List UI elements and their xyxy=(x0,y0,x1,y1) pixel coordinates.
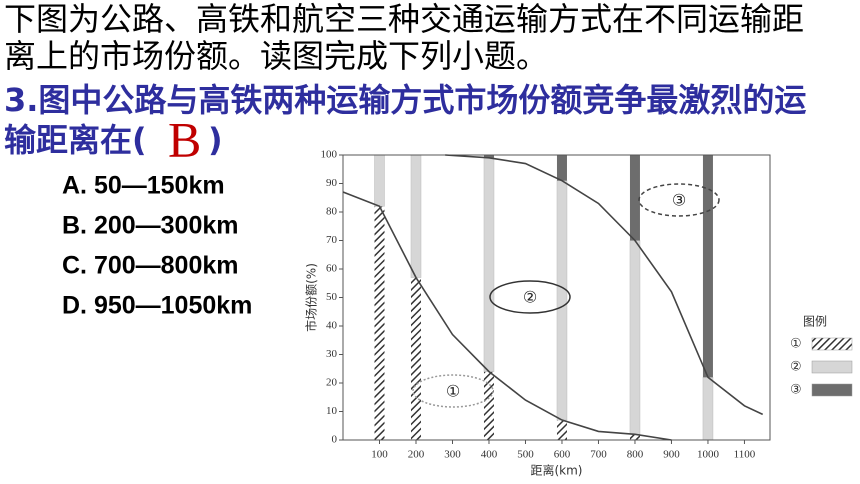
intro-line: 离上的市场份额。读图完成下列小题。 xyxy=(4,37,548,75)
x-tick-label: 1100 xyxy=(734,449,756,461)
band-rail xyxy=(556,180,568,421)
band-road xyxy=(374,206,385,440)
band-road xyxy=(556,420,567,440)
band-air xyxy=(483,155,494,158)
band-rail xyxy=(374,154,385,207)
x-axis-label: 距离(km) xyxy=(530,463,582,478)
y-tick-label: 80 xyxy=(326,206,338,218)
curve xyxy=(342,191,672,441)
band-air xyxy=(702,155,713,378)
x-tick-label: 700 xyxy=(590,449,607,461)
legend-label: ② xyxy=(790,360,802,375)
band-air xyxy=(556,155,567,181)
legend-title: 图例 xyxy=(803,315,827,329)
legend-swatch xyxy=(811,383,853,397)
x-tick-label: 200 xyxy=(408,449,425,461)
legend-swatch xyxy=(811,360,853,374)
y-tick-label: 30 xyxy=(326,348,338,360)
x-tick-label: 900 xyxy=(663,449,680,461)
option: C. 700—800km xyxy=(62,252,239,280)
y-tick-label: 40 xyxy=(326,320,338,332)
y-tick-label: 70 xyxy=(326,234,338,246)
band-road xyxy=(410,277,421,440)
region-outline xyxy=(638,183,720,217)
options: A. 50—150km B. 200—300km C. 700—800km D. 95… xyxy=(62,172,252,320)
curve xyxy=(445,154,764,416)
region-outline xyxy=(489,280,571,314)
band-road xyxy=(629,434,640,440)
question: ) xyxy=(208,121,223,159)
band-rail xyxy=(629,240,641,435)
x-tick-label: 1000 xyxy=(697,449,720,461)
chart: 0 10 20 30 40 50 60 70 80 90 100 100 200 300 400 500 600… xyxy=(304,149,853,478)
intro-line: 下图为公路、高铁和航空三种交通运输方式在不同运输距 xyxy=(4,0,804,38)
answer: B xyxy=(168,111,201,167)
x-tick-label: 400 xyxy=(481,449,498,461)
option: B. 200—300km xyxy=(62,212,239,240)
y-tick-label: 60 xyxy=(326,263,338,275)
x-tick-label: 500 xyxy=(517,449,534,461)
band-road xyxy=(483,371,494,440)
band-rail xyxy=(702,377,714,441)
legend-label: ① xyxy=(790,337,802,352)
x-tick-label: 300 xyxy=(444,449,461,461)
y-tick-label: 20 xyxy=(326,377,338,389)
region-label: ② xyxy=(523,288,537,307)
band-rail xyxy=(483,157,495,372)
x-tick-label: 600 xyxy=(554,449,571,461)
band-rail xyxy=(410,154,422,278)
x-tick-label: 100 xyxy=(371,449,388,461)
x-tick-label: 800 xyxy=(627,449,644,461)
question: 3.图中公路与高铁两种运输方式市场份额竞争最激烈的运 xyxy=(4,81,806,119)
region-label: ③ xyxy=(672,191,686,210)
y-tick-label: 100 xyxy=(321,149,338,161)
y-tick-label: 90 xyxy=(326,177,338,189)
y-tick-label: 0 xyxy=(332,434,338,446)
question: 输距离在( xyxy=(4,121,147,159)
option: A. 50—150km xyxy=(62,172,225,200)
region-outline xyxy=(412,374,494,408)
region-label: ① xyxy=(446,382,460,401)
band-air xyxy=(629,155,640,241)
y-axis-label: 市场份额(%) xyxy=(304,263,319,332)
legend-label: ③ xyxy=(790,383,802,398)
y-tick-label: 50 xyxy=(326,291,338,303)
y-tick-label: 10 xyxy=(326,405,338,417)
option: D. 950—1050km xyxy=(62,292,252,320)
legend-swatch xyxy=(811,337,853,351)
